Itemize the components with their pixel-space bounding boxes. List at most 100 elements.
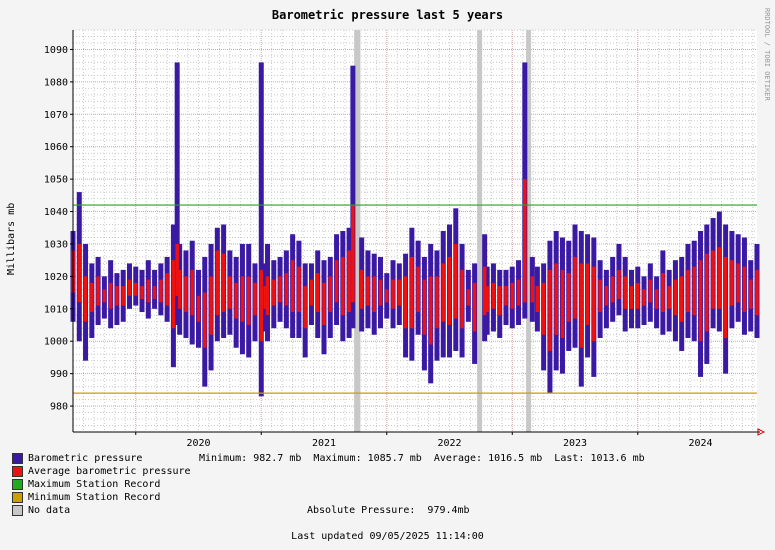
y-tick-label: 1010 [44, 304, 68, 315]
average-range-bar [108, 282, 113, 309]
last-label: Last: [554, 453, 585, 464]
average-range-bar [692, 266, 696, 316]
average-range-bar [351, 205, 355, 303]
average-range-bar [203, 292, 207, 348]
average-range-bar [742, 266, 747, 313]
y-tick-label: 980 [50, 402, 68, 413]
average-range-bar [717, 247, 722, 309]
average-range-bar [535, 286, 540, 313]
y-tick-label: 1070 [44, 110, 68, 121]
no-data-band [526, 30, 532, 432]
average-range-bar [378, 279, 383, 306]
average-range-bar [209, 276, 213, 335]
average-range-bar [416, 266, 420, 313]
y-tick-label: 1080 [44, 77, 68, 88]
average-range-bar [359, 269, 364, 309]
last-value: 1013.6 mb [590, 453, 645, 464]
y-tick-label: 1050 [44, 175, 68, 186]
maximum-label: Maximum: [313, 453, 362, 464]
last-updated: Last updated 09/05/2025 11:14:00 [291, 531, 484, 542]
average-range-bar [566, 273, 571, 322]
average-range-bar [290, 260, 295, 313]
x-tick-label: 2023 [563, 438, 587, 449]
average-range-bar [171, 260, 176, 329]
y-tick-label: 1060 [44, 142, 68, 153]
legend-item-min-record: Minimum Station Record [12, 491, 191, 504]
average-range-bar [441, 263, 445, 322]
average-range-bar [698, 260, 703, 342]
average-range-bar [184, 276, 188, 313]
series-layer [70, 62, 760, 397]
average-range-bar [523, 179, 527, 303]
average-range-bar [673, 279, 678, 316]
average-range-bar [102, 289, 107, 303]
average-range-bar [322, 282, 326, 326]
average-range-bar [190, 269, 194, 316]
average-range-bar [648, 279, 653, 303]
average-range-bar [573, 256, 577, 319]
average-range-bar [736, 263, 740, 303]
minimum-value: 982.7 mb [253, 453, 302, 464]
average-range-bar [723, 256, 728, 338]
x-tick-label: 2022 [437, 438, 461, 449]
average-range-bar [265, 276, 270, 316]
average-range-bar [422, 279, 427, 335]
x-tick-label: 2021 [312, 438, 336, 449]
average-range-bar [686, 269, 690, 313]
maximum-value: 1085.7 mb [367, 453, 422, 464]
average-range-bar [642, 289, 646, 306]
average-range-bar [196, 295, 201, 322]
average-range-bar [253, 282, 257, 316]
average-range-bar [560, 269, 565, 338]
average-range-bar [604, 286, 609, 306]
average-range-bar [705, 253, 709, 332]
average-range-bar [372, 276, 376, 313]
pressure-range-bar [174, 62, 180, 326]
average-range-bar [554, 263, 558, 335]
average-range-bar [636, 282, 640, 309]
average-range-bar [679, 276, 684, 322]
average-range-bar [297, 266, 301, 313]
average-range-bar [661, 273, 665, 313]
x-axis-arrow [757, 428, 766, 436]
average-range-bar [491, 282, 496, 309]
average-range-bar [435, 276, 439, 329]
average-range-bar [221, 253, 226, 313]
average-range-bar [472, 282, 477, 332]
series-average [71, 179, 759, 351]
average-range-bar [667, 286, 671, 309]
average-range-bar [228, 276, 232, 309]
average-range-bar [428, 276, 433, 345]
average-range-bar [497, 286, 502, 316]
y-tick-label: 1000 [44, 337, 68, 348]
average-range-bar [127, 279, 132, 296]
average-range-bar [504, 286, 508, 306]
average-range-bar [96, 276, 100, 306]
average-range-bar [447, 256, 452, 326]
average-range-bar [134, 282, 138, 296]
average-range-bar [234, 282, 238, 319]
y-tick-label: 990 [50, 369, 68, 380]
average-range-bar [175, 243, 179, 296]
average-range-bar [541, 282, 546, 335]
absolute-pressure: Absolute Pressure: 979.4mb [307, 505, 470, 516]
legend: Barometric pressure Average barometric p… [12, 452, 191, 517]
x-tick-label: 2020 [186, 438, 210, 449]
average-range-bar [730, 260, 734, 306]
average-range-bar [711, 250, 715, 309]
average-range-bar [516, 279, 521, 306]
legend-label: No data [28, 505, 71, 516]
legend-label: Average barometric pressure [28, 466, 191, 477]
average-range-bar [159, 279, 163, 303]
average-range-bar [303, 286, 307, 329]
average-range-bar [215, 250, 220, 316]
axes: 980 990 1000 1010 1020 1030 1040 1050 1060 1070 10… [44, 30, 766, 449]
average-range-bar [482, 266, 487, 316]
x-tick-label: 2024 [688, 438, 712, 449]
chart-title: Barometric pressure last 5 years [271, 8, 504, 22]
legend-item-average: Average barometric pressure [12, 465, 191, 478]
no-data-band [477, 30, 483, 432]
y-axis-label: Millibars mb [6, 202, 17, 275]
legend-swatch-min-record [12, 492, 23, 503]
